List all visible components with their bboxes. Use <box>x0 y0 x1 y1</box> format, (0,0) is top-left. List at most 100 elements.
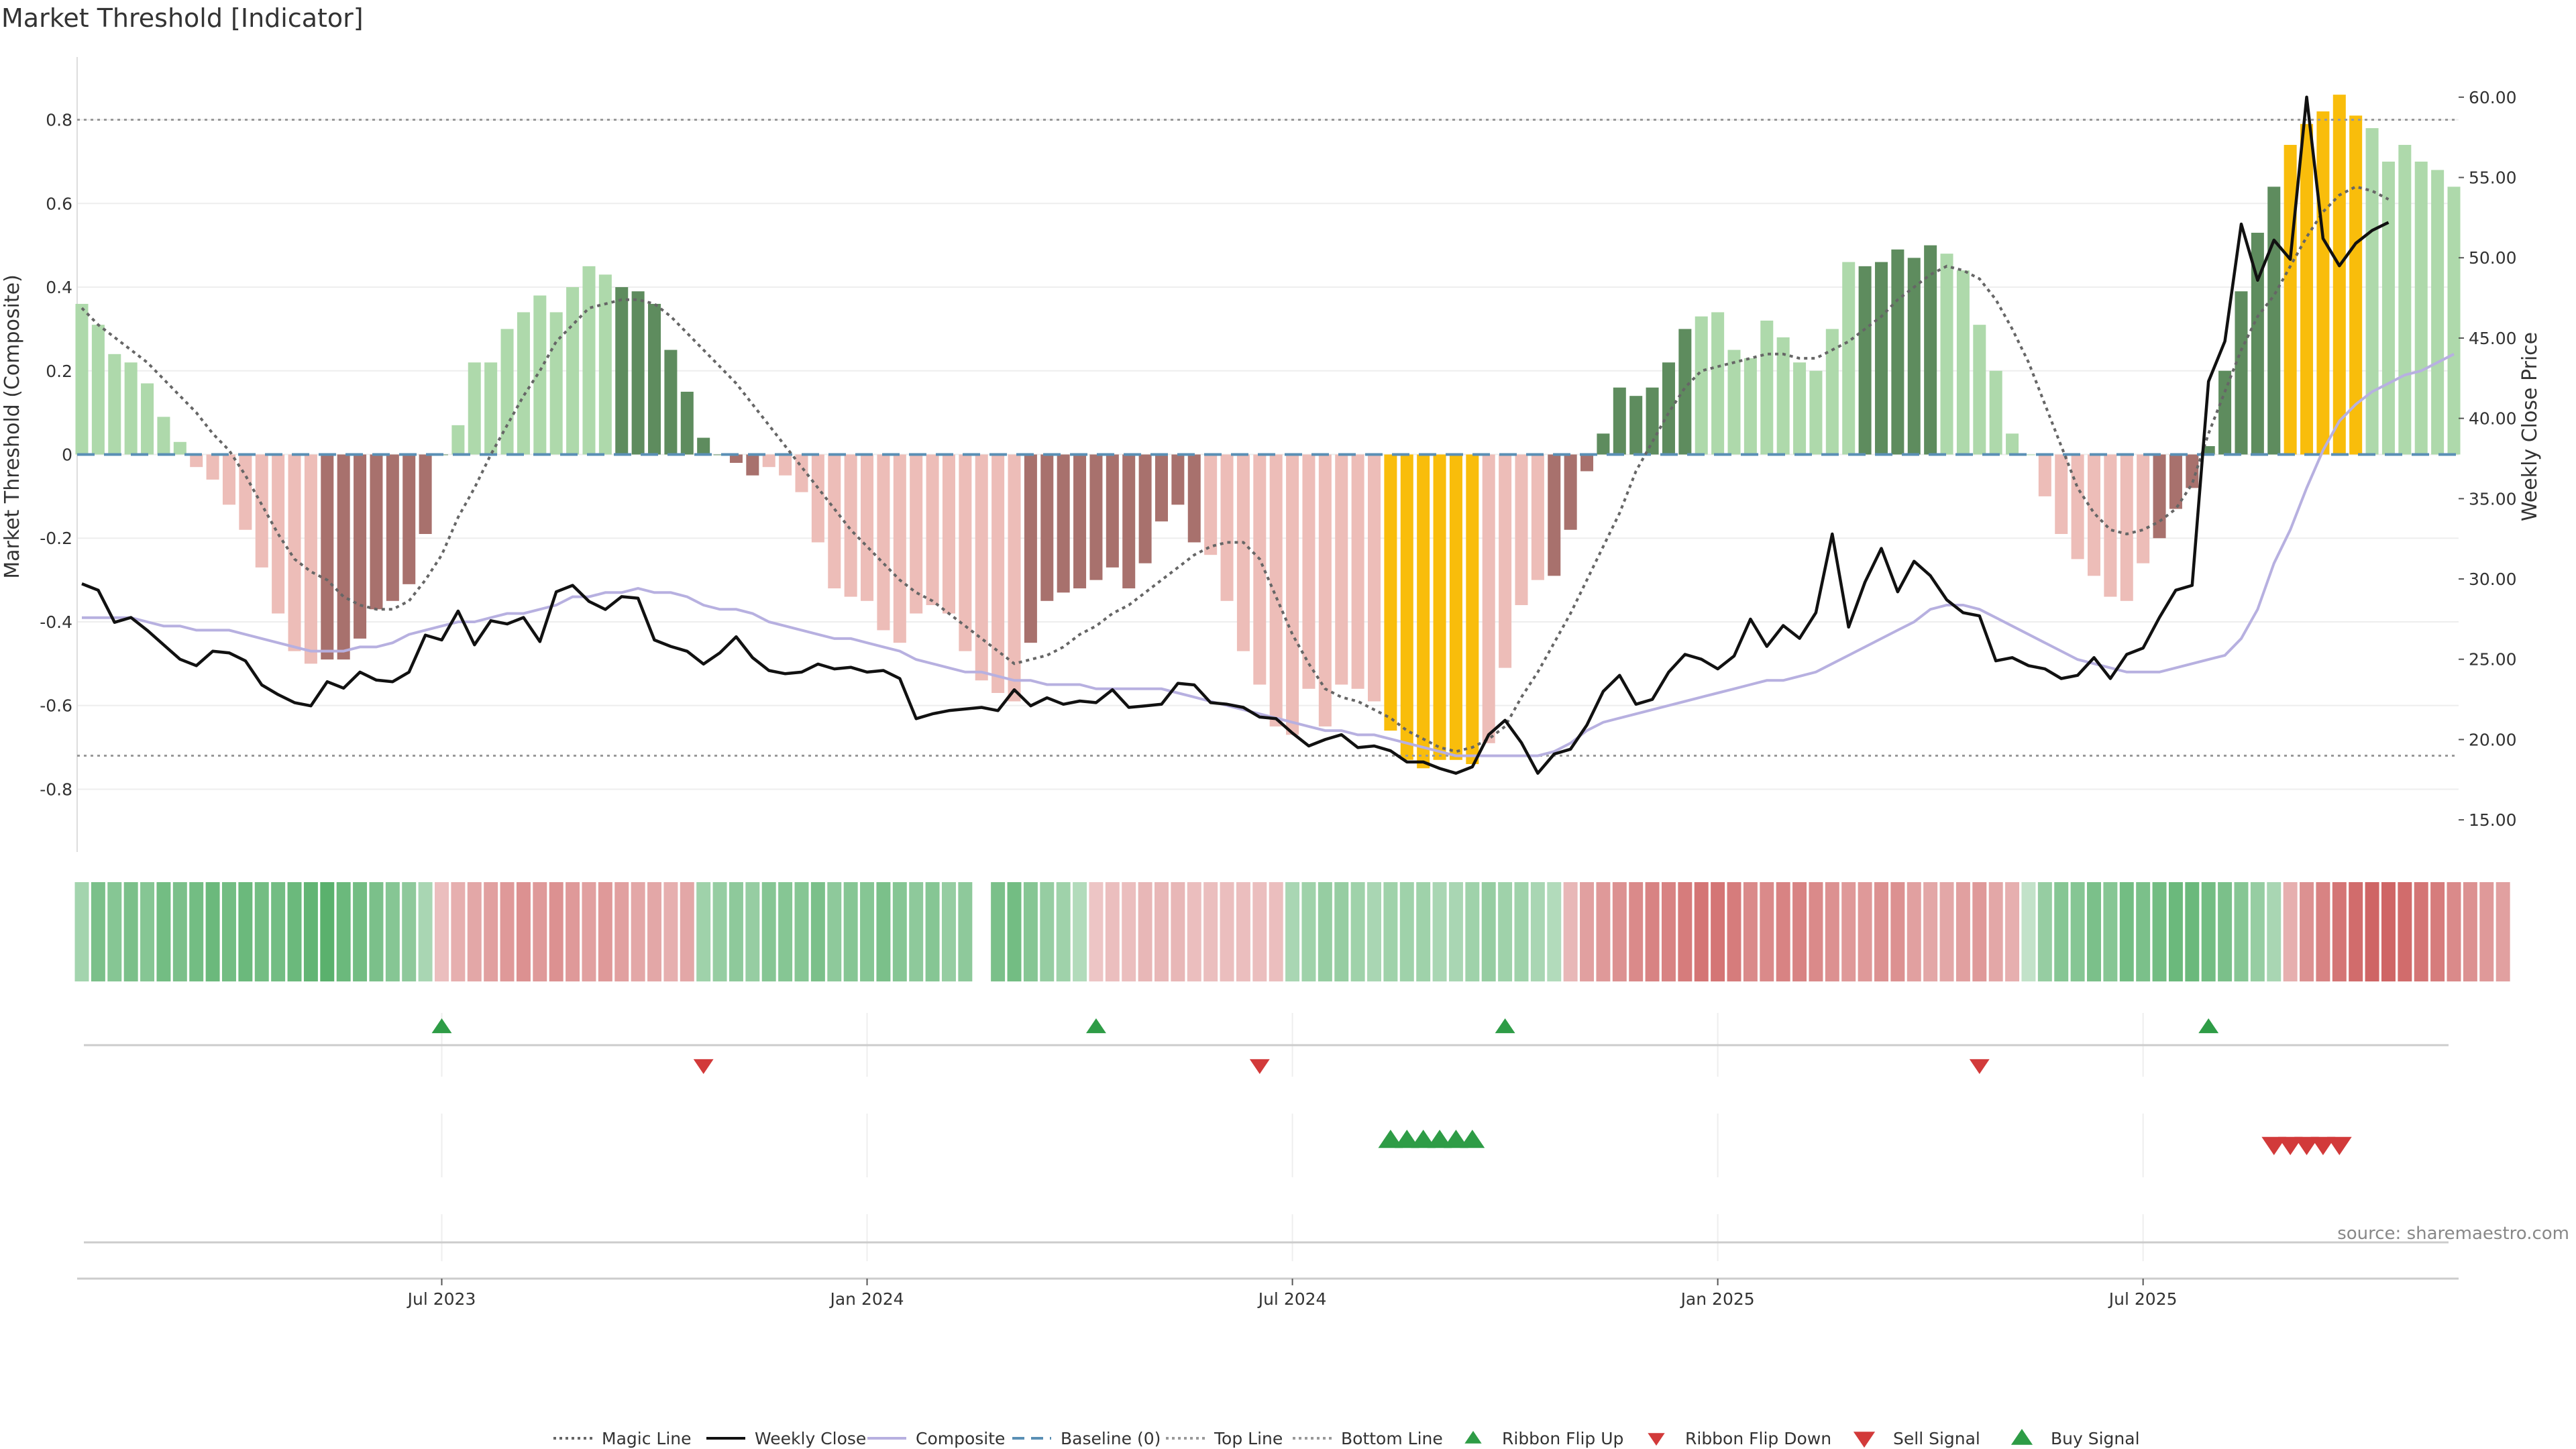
threshold-bar <box>419 454 432 534</box>
buy-signal-marker <box>1444 1130 1468 1148</box>
threshold-bar <box>1711 312 1725 455</box>
threshold-bar <box>91 325 105 455</box>
legend-item: Composite <box>867 1429 1005 1448</box>
ribbon-flip-up-marker <box>1495 1018 1515 1034</box>
threshold-bar <box>500 329 514 455</box>
ribbon-cell <box>1530 882 1545 981</box>
threshold-bar <box>1515 454 1528 606</box>
legend-label: Magic Line <box>602 1429 692 1448</box>
threshold-bar <box>484 362 498 455</box>
threshold-bar <box>811 454 824 543</box>
threshold-bar <box>1907 258 1921 455</box>
ribbon-cell <box>925 882 940 981</box>
threshold-bar <box>1646 387 1659 455</box>
threshold-bar <box>991 454 1005 693</box>
buy-signal-marker <box>1394 1130 1419 1148</box>
ribbon-cell <box>1547 882 1562 981</box>
ribbon-cell <box>876 882 891 981</box>
threshold-bar <box>1678 329 1692 455</box>
ribbon-cell <box>745 882 760 981</box>
ribbon-cell <box>1923 882 1938 981</box>
right-tick-label: 25.00 <box>2469 650 2517 669</box>
legend-swatch <box>1853 1432 1876 1448</box>
ribbon-cell <box>2218 882 2233 981</box>
threshold-bar <box>222 454 235 505</box>
threshold-bar <box>926 454 939 606</box>
ribbon-cell <box>1285 882 1300 981</box>
reference-lines <box>77 119 2459 757</box>
ribbon-cell <box>1122 882 1136 981</box>
threshold-bar <box>1989 370 2002 455</box>
ribbon-cell <box>958 882 973 981</box>
legend-label: Baseline (0) <box>1061 1429 1161 1448</box>
ribbon-cell <box>2430 882 2445 981</box>
ribbon-cell <box>860 882 875 981</box>
ribbon-cell <box>1089 882 1104 981</box>
threshold-bar <box>1057 454 1070 593</box>
buy-signal-marker <box>1411 1130 1436 1148</box>
threshold-bar <box>1204 454 1218 555</box>
ribbon-cell <box>107 882 122 981</box>
threshold-bar <box>206 454 219 480</box>
ribbon-cell <box>303 882 318 981</box>
ribbon-flip-up-marker <box>1085 1018 1106 1034</box>
threshold-bar <box>239 454 252 530</box>
x-tick-label: Jan 2025 <box>1680 1289 1755 1309</box>
threshold-bar <box>354 454 367 639</box>
legend-swatch <box>1464 1431 1482 1444</box>
ribbon-cell <box>320 882 335 981</box>
threshold-bar <box>910 454 923 614</box>
sell-signal-marker <box>2277 1136 2303 1155</box>
ribbon-cell <box>1203 882 1218 981</box>
threshold-bar <box>1891 249 1904 455</box>
threshold-bar <box>566 287 580 455</box>
threshold-bar <box>1564 454 1577 530</box>
left-tick-label: 0.4 <box>46 278 72 297</box>
threshold-bar <box>272 454 285 614</box>
ribbon-cell <box>1252 882 1267 981</box>
threshold-bar <box>1548 454 1561 576</box>
threshold-bar <box>2235 291 2248 455</box>
ribbon-cell <box>1809 882 1823 981</box>
ribbon-cell <box>467 882 482 981</box>
threshold-bar <box>190 454 203 468</box>
right-axis-ticks: 15.00 20.00 25.00 30.00 35.00 40.00 45.00 50.00… <box>2459 88 2517 830</box>
threshold-bar <box>844 454 857 597</box>
threshold-bar <box>893 454 906 643</box>
threshold-bar <box>451 425 465 455</box>
threshold-bar <box>1433 454 1446 760</box>
threshold-bar <box>2251 232 2264 455</box>
legend-label: Bottom Line <box>1341 1429 1443 1448</box>
threshold-bar <box>255 454 268 568</box>
ribbon-cell <box>1383 882 1398 981</box>
threshold-bar <box>1695 316 1708 455</box>
threshold-bar <box>1760 320 1774 455</box>
sell-signal-marker <box>2294 1136 2319 1155</box>
threshold-bar <box>959 454 972 651</box>
ribbon-cell <box>1645 882 1660 981</box>
threshold-bar <box>1613 387 1626 455</box>
threshold-bar <box>2365 128 2379 455</box>
ribbon-cell <box>909 882 924 981</box>
sell-signal-marker <box>2261 1136 2287 1155</box>
threshold-bar <box>1384 454 1397 731</box>
ribbon-flip-down-marker <box>693 1059 714 1074</box>
ribbon-cell <box>1334 882 1349 981</box>
composite-line <box>82 353 2455 757</box>
ribbon-cell <box>892 882 907 981</box>
ribbon-cell <box>810 882 825 981</box>
legend-item: Ribbon Flip Down <box>1648 1429 1831 1448</box>
ribbon-cell <box>614 882 629 981</box>
threshold-bar <box>517 312 530 455</box>
ribbon-cell <box>271 882 286 981</box>
ribbon-cell <box>1907 882 1921 981</box>
ribbon-cell <box>484 882 498 981</box>
left-tick-label: 0.2 <box>46 362 72 381</box>
threshold-bar <box>2414 161 2428 455</box>
ribbon-cell <box>1858 882 1872 981</box>
ribbon-cell <box>2414 882 2428 981</box>
threshold-bar <box>1499 454 1512 668</box>
left-tick-label: 0.8 <box>46 111 72 130</box>
threshold-bar <box>680 391 694 455</box>
